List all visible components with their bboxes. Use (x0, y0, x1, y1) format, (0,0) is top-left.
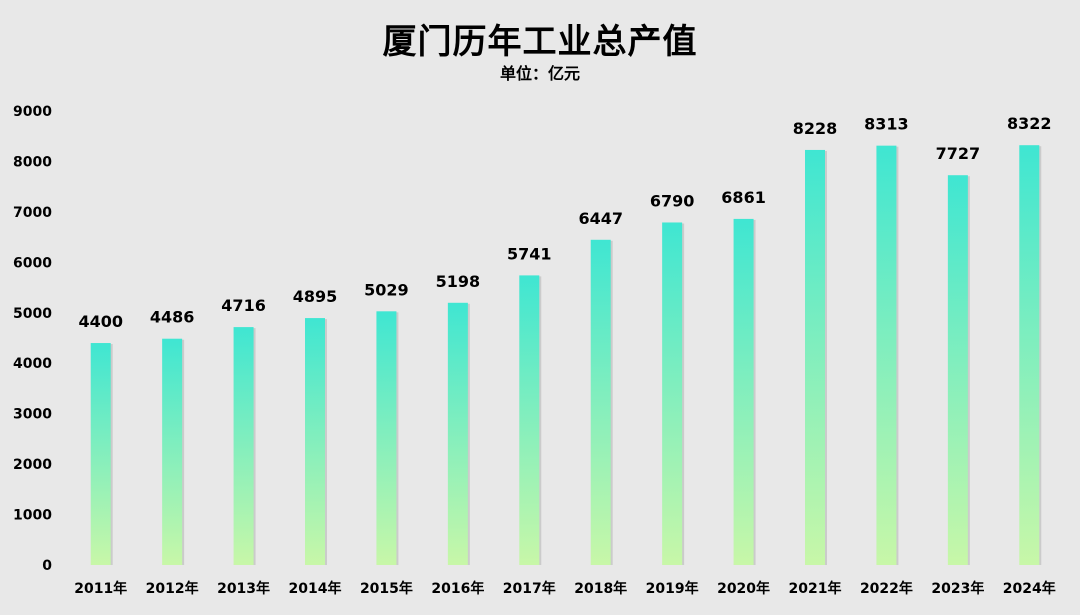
bar (590, 239, 611, 565)
y-tick-label: 0 (42, 558, 52, 574)
x-tick-label: 2019年 (646, 580, 699, 597)
x-tick-label: 2017年 (503, 580, 556, 597)
x-tick-label: 2024年 (1003, 580, 1056, 597)
y-tick-label: 3000 (13, 407, 52, 423)
y-tick-label: 6000 (13, 255, 52, 271)
data-label: 6861 (721, 188, 766, 207)
data-label: 5741 (507, 244, 552, 263)
data-label: 4486 (150, 308, 195, 327)
y-tick-label: 4000 (13, 356, 52, 372)
data-label: 6447 (578, 209, 623, 228)
x-tick-label: 2022年 (860, 580, 913, 597)
bar (376, 311, 397, 565)
x-tick-label: 2018年 (574, 580, 627, 597)
bar (947, 175, 968, 566)
chart-subtitle: 单位：亿元 (499, 64, 580, 83)
x-axis: 2011年 2012年 2013年 2014年 2015年 2016年 2017年 2018年… (74, 580, 1056, 597)
data-label: 8322 (1007, 114, 1052, 133)
y-tick-label: 1000 (13, 508, 52, 524)
data-label: 4400 (78, 312, 123, 331)
bar (805, 149, 825, 565)
bar (519, 275, 540, 565)
x-tick-label: 2020年 (717, 580, 770, 597)
y-tick-label: 9000 (13, 104, 52, 120)
data-label: 4716 (221, 296, 266, 315)
bar (876, 145, 897, 565)
x-tick-label: 2016年 (431, 580, 484, 597)
y-tick-label: 2000 (13, 457, 52, 473)
y-axis: 0 1000 2000 3000 4000 5000 6000 7000 8000 9000 (13, 104, 52, 574)
x-tick-label: 2013年 (217, 580, 270, 597)
x-tick-label: 2011年 (74, 580, 127, 597)
data-label: 6790 (650, 191, 695, 210)
x-tick-label: 2015年 (360, 580, 413, 597)
x-tick-label: 2021年 (789, 580, 842, 597)
x-tick-label: 2014年 (289, 580, 342, 597)
data-label: 7727 (936, 144, 981, 163)
chart-title: 厦门历年工业总产值 (382, 22, 698, 62)
x-tick-label: 2012年 (146, 580, 199, 597)
bar (733, 218, 754, 565)
data-label: 5198 (436, 272, 481, 291)
y-tick-label: 8000 (13, 154, 52, 170)
bar (233, 327, 254, 565)
data-label: 5029 (364, 280, 409, 299)
bars: 4400 4486 4716 4895 5029 5198 5741 6447 6790 6861… (78, 114, 1052, 566)
bar (90, 343, 111, 565)
bar (447, 302, 468, 565)
y-tick-label: 7000 (13, 205, 52, 221)
bar (162, 338, 183, 565)
x-tick-label: 2023年 (931, 580, 984, 597)
bar (662, 222, 683, 565)
data-label: 4895 (293, 287, 338, 306)
data-label: 8228 (793, 119, 838, 138)
data-label: 8313 (864, 115, 909, 134)
bar (1019, 145, 1040, 565)
y-tick-label: 5000 (13, 306, 52, 322)
bar (305, 318, 325, 565)
